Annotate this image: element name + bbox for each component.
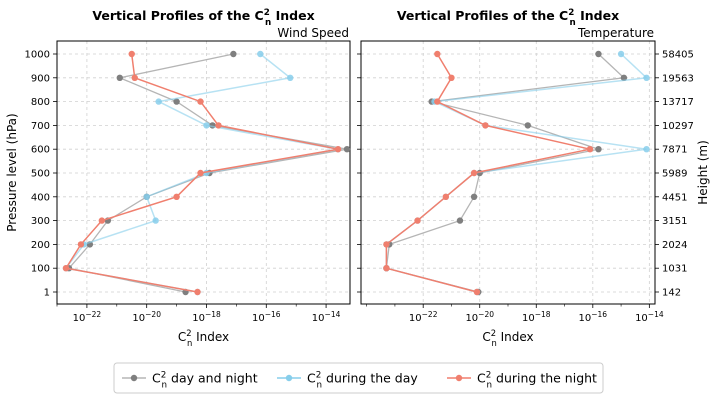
x-tick-label: 10−16 [252, 310, 281, 325]
y-tick-label: 1 [44, 288, 50, 299]
data-point [470, 193, 478, 200]
y-tick-label: 600 [31, 145, 50, 156]
y-tick-label: 7871 [662, 145, 687, 156]
y-tick-label: 4451 [662, 192, 687, 203]
data-point [197, 169, 204, 177]
data-point [343, 146, 351, 153]
x-tick-label: 10−22 [73, 310, 102, 325]
data-point [62, 265, 70, 272]
x-axis-label: C2 n Index [482, 328, 533, 348]
y-tick-label: 800 [31, 97, 50, 108]
data-point [230, 50, 237, 58]
data-point [617, 50, 625, 58]
data-point [383, 241, 390, 248]
data-point [194, 288, 201, 296]
data-point [173, 98, 180, 105]
data-point [128, 50, 135, 58]
y-axis-label: Height (m) [696, 140, 710, 205]
x-tick-label: 10−20 [465, 310, 494, 325]
panel-2: 10−22 10−20 10−18 10−16 10−14 142 1031 2024 3151… [357, 8, 710, 348]
plot-frame [360, 40, 656, 305]
x-tick-label: 10−18 [192, 310, 221, 325]
y-tick-label: 500 [31, 169, 50, 180]
data-point [143, 193, 150, 200]
y-tick-label: 3151 [662, 216, 687, 227]
data-point [257, 50, 264, 58]
y-tick-label: 700 [31, 121, 50, 132]
data-point [643, 74, 650, 82]
data-point [470, 169, 478, 177]
x-tick-label: 10−22 [409, 310, 438, 325]
legend-marker [130, 374, 138, 382]
y-tick-label: 142 [662, 288, 681, 299]
x-tick-label: 10−14 [635, 310, 664, 325]
data-point [595, 146, 602, 153]
x-tick-label: 10−20 [132, 310, 161, 325]
y-tick-label: 1031 [662, 264, 687, 275]
data-point [116, 74, 123, 82]
data-point [643, 146, 650, 153]
data-point [197, 98, 204, 105]
data-point [456, 217, 464, 224]
y-tick-label: 100 [31, 264, 50, 275]
legend-box [113, 362, 604, 394]
panel-1: 10−22 10−20 10−18 10−16 10−14 1 100 200 300 400 50… [5, 8, 351, 348]
data-point [173, 193, 180, 200]
data-point [287, 74, 294, 82]
chart-subtitle: Temperature [577, 26, 654, 40]
data-point [524, 122, 531, 129]
chart-title: Vertical Profiles of the C2 n Index [92, 8, 314, 28]
y-tick-label: 13717 [662, 97, 694, 108]
y-tick-label: 58405 [662, 50, 694, 61]
data-point [620, 74, 628, 82]
y-tick-label: 5989 [662, 169, 687, 180]
data-point [414, 217, 421, 224]
data-point [155, 98, 162, 105]
data-point [77, 241, 85, 248]
y-axis-label: Pressure level (hPa) [5, 113, 19, 231]
data-point [434, 50, 441, 58]
y-tick-label: 10297 [662, 121, 694, 132]
data-point [442, 193, 450, 200]
data-point [595, 50, 602, 58]
data-point [215, 122, 222, 129]
y-tick-label: 900 [31, 73, 50, 84]
data-point [131, 74, 138, 82]
legend-label: C2 n day and night [152, 371, 258, 391]
x-tick-label: 10−16 [579, 310, 608, 325]
y-tick-label: 19563 [662, 73, 694, 84]
y-tick-label: 200 [31, 240, 50, 251]
legend-label: C2 n during the day [307, 371, 418, 391]
legend-marker [285, 374, 293, 382]
y-tick-label: 1000 [25, 50, 50, 61]
data-point [383, 265, 390, 272]
x-axis-label: C2 n Index [178, 328, 229, 348]
legend-marker [455, 374, 463, 382]
data-point [448, 74, 455, 82]
chart-title: Vertical Profiles of the C2 n Index [397, 8, 619, 28]
data-point [434, 98, 441, 105]
data-point [334, 146, 342, 153]
x-tick-label: 10−18 [522, 310, 551, 325]
y-tick-label: 2024 [662, 240, 687, 251]
legend: C2 n day and night C2 n during the day C2 n d… [113, 362, 604, 394]
data-point [203, 122, 210, 129]
chart-subtitle: Wind Speed [277, 26, 349, 40]
y-tick-label: 400 [31, 192, 50, 203]
x-tick-label: 10−14 [312, 310, 341, 325]
legend-label: C2 n during the night [477, 371, 597, 391]
y-tick-label: 300 [31, 216, 50, 227]
data-point [473, 288, 481, 296]
plot-frame [56, 40, 351, 305]
data-point [152, 217, 159, 224]
data-point [482, 122, 489, 129]
data-point [98, 217, 106, 224]
data-point [586, 146, 594, 153]
